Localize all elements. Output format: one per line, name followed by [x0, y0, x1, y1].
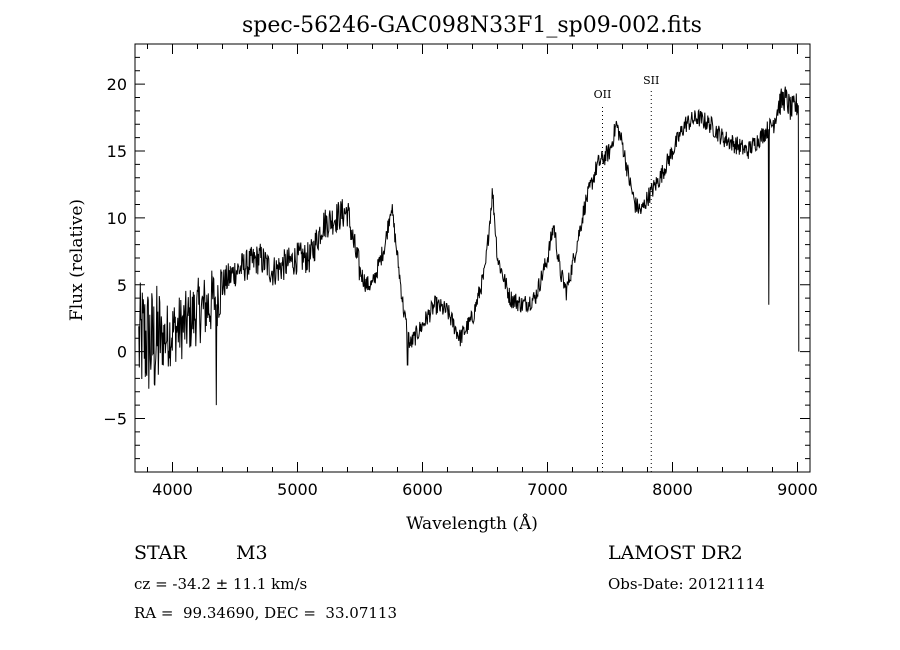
redshift-value: cz = -34.2 ± 11.1 km/s: [134, 575, 308, 593]
survey-name: LAMOST DR2: [608, 542, 743, 564]
spectrum-line: [138, 86, 800, 406]
spectral-line-markers: OII SII: [594, 74, 659, 472]
y-tick-label: 20: [107, 75, 127, 94]
y-axis-label: Flux (relative): [67, 199, 87, 321]
x-tick-label: 4000: [152, 480, 193, 499]
y-tick-label: 10: [107, 209, 127, 228]
x-axis-ticks: 4000 5000 6000 7000 8000 9000: [147, 44, 818, 499]
coordinates: RA = 99.34690, DEC = 33.07113: [134, 604, 398, 622]
y-tick-label: −5: [103, 410, 127, 429]
x-tick-label: 7000: [527, 480, 568, 499]
x-tick-label: 5000: [277, 480, 318, 499]
spectral-line-label: SII: [643, 74, 659, 87]
x-tick-label: 6000: [402, 480, 443, 499]
x-axis-label: Wavelength (Å): [406, 513, 538, 534]
y-axis-ticks: −5 0 5 10 15 20: [103, 43, 810, 473]
object-class: STAR: [134, 542, 187, 564]
plot-frame: [134, 43, 811, 473]
chart-title: spec-56246-GAC098N33F1_sp09-002.fits: [242, 13, 702, 38]
x-tick-label: 9000: [777, 480, 818, 499]
y-tick-label: 5: [117, 276, 127, 295]
y-tick-label: 15: [107, 142, 127, 161]
object-subclass: M3: [236, 542, 268, 564]
observation-date: Obs-Date: 20121114: [608, 575, 765, 593]
y-tick-label: 0: [117, 343, 127, 362]
x-tick-label: 8000: [652, 480, 693, 499]
spectral-line-label: OII: [594, 88, 612, 101]
